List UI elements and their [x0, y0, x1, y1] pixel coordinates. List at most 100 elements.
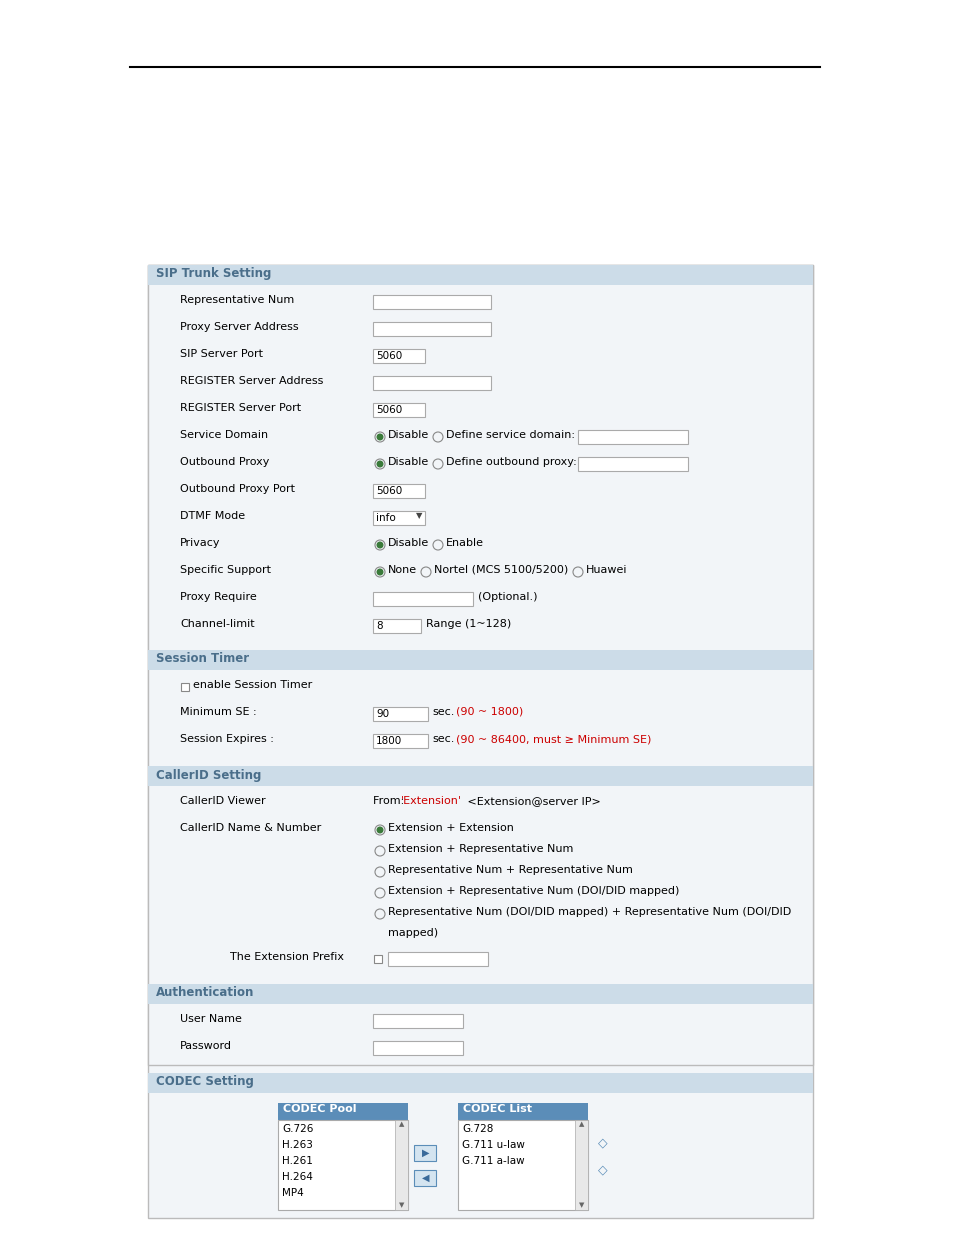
Text: None: None: [388, 564, 416, 576]
Text: Specific Support: Specific Support: [180, 564, 271, 576]
Text: (90 ~ 1800): (90 ~ 1800): [456, 706, 522, 718]
Text: ▼: ▼: [578, 1202, 584, 1208]
Text: Outbound Proxy: Outbound Proxy: [180, 457, 269, 467]
Text: Password: Password: [180, 1041, 232, 1051]
Circle shape: [376, 827, 382, 832]
Text: CallerID Setting: CallerID Setting: [156, 768, 261, 782]
Bar: [181, 683, 189, 692]
Bar: [148, 650, 812, 671]
Bar: [373, 295, 491, 309]
Text: Extension + Extension: Extension + Extension: [388, 823, 514, 832]
Text: Define service domain:: Define service domain:: [446, 430, 575, 440]
Bar: [388, 952, 488, 966]
Text: Representative Num (DOI/DID mapped) + Representative Num (DOI/DID: Representative Num (DOI/DID mapped) + Re…: [388, 906, 790, 918]
Text: ▲: ▲: [399, 1121, 404, 1128]
Text: ▼: ▼: [416, 511, 422, 520]
Text: ◇: ◇: [598, 1136, 607, 1150]
Text: Authentication: Authentication: [156, 987, 254, 999]
Bar: [578, 457, 687, 471]
Text: Service Domain: Service Domain: [180, 430, 268, 440]
Text: Disable: Disable: [388, 457, 429, 467]
Text: 5060: 5060: [375, 405, 402, 415]
Bar: [373, 375, 491, 390]
Text: 5060: 5060: [375, 487, 402, 496]
Bar: [373, 511, 424, 525]
Text: Extension + Representative Num (DOI/DID mapped): Extension + Representative Num (DOI/DID …: [388, 885, 679, 897]
Text: ▶: ▶: [422, 1149, 429, 1158]
Text: Nortel (MCS 5100/5200): Nortel (MCS 5100/5200): [434, 564, 568, 576]
Text: DTMF Mode: DTMF Mode: [180, 511, 245, 521]
Bar: [373, 1014, 462, 1028]
Text: CODEC List: CODEC List: [462, 1104, 532, 1114]
Text: SIP Trunk Setting: SIP Trunk Setting: [156, 268, 271, 280]
Text: sec.: sec.: [432, 706, 454, 718]
Text: Range (1~128): Range (1~128): [426, 619, 511, 629]
Bar: [457, 1120, 587, 1210]
Bar: [277, 1120, 408, 1210]
Bar: [414, 1170, 436, 1186]
Text: G.726: G.726: [282, 1124, 313, 1134]
Bar: [457, 1103, 587, 1120]
Text: 'Extension': 'Extension': [400, 797, 461, 806]
Bar: [148, 266, 812, 285]
Bar: [575, 1120, 587, 1210]
Text: G.711 a-law: G.711 a-law: [461, 1156, 524, 1166]
Bar: [148, 984, 812, 1004]
Text: G.711 u-law: G.711 u-law: [461, 1140, 524, 1150]
Bar: [373, 350, 424, 363]
Bar: [414, 1145, 436, 1161]
Bar: [373, 1041, 462, 1055]
Text: Huawei: Huawei: [585, 564, 627, 576]
Bar: [148, 766, 812, 785]
Bar: [395, 1120, 408, 1210]
Bar: [148, 266, 812, 1218]
Text: Disable: Disable: [388, 430, 429, 440]
Text: ▲: ▲: [578, 1121, 584, 1128]
Text: Privacy: Privacy: [180, 538, 220, 548]
Text: (Optional.): (Optional.): [477, 592, 537, 601]
Text: Representative Num + Representative Num: Representative Num + Representative Num: [388, 864, 632, 876]
Bar: [374, 955, 381, 963]
Text: <Extension@server IP>: <Extension@server IP>: [463, 797, 600, 806]
Text: ◇: ◇: [598, 1163, 607, 1177]
Bar: [373, 619, 420, 634]
Text: CODEC Setting: CODEC Setting: [156, 1076, 253, 1088]
Bar: [373, 706, 428, 721]
Text: From:: From:: [373, 797, 407, 806]
Text: H.263: H.263: [282, 1140, 313, 1150]
Text: H.264: H.264: [282, 1172, 313, 1182]
Text: The Extension Prefix: The Extension Prefix: [230, 952, 344, 962]
Text: MP4: MP4: [282, 1188, 303, 1198]
Circle shape: [376, 461, 382, 467]
Bar: [277, 1103, 408, 1120]
Text: 90: 90: [375, 709, 389, 719]
Bar: [373, 592, 473, 606]
Text: Session Timer: Session Timer: [156, 652, 249, 666]
Circle shape: [376, 569, 382, 574]
Text: Channel-limit: Channel-limit: [180, 619, 254, 629]
Text: info: info: [375, 513, 395, 522]
Bar: [373, 322, 491, 336]
Text: REGISTER Server Address: REGISTER Server Address: [180, 375, 323, 387]
Text: enable Session Timer: enable Session Timer: [193, 680, 312, 690]
Bar: [578, 430, 687, 445]
Bar: [373, 734, 428, 748]
Text: 8: 8: [375, 621, 382, 631]
Text: Extension + Representative Num: Extension + Representative Num: [388, 844, 573, 853]
Text: Proxy Require: Proxy Require: [180, 592, 256, 601]
Text: Representative Num: Representative Num: [180, 295, 294, 305]
Text: mapped): mapped): [388, 927, 437, 939]
Text: CallerID Name & Number: CallerID Name & Number: [180, 823, 321, 832]
Text: Define outbound proxy:: Define outbound proxy:: [446, 457, 577, 467]
Text: G.728: G.728: [461, 1124, 493, 1134]
Text: Outbound Proxy Port: Outbound Proxy Port: [180, 484, 294, 494]
Text: REGISTER Server Port: REGISTER Server Port: [180, 403, 301, 412]
Circle shape: [376, 435, 382, 440]
Text: 1800: 1800: [375, 736, 402, 746]
Text: Session Expires :: Session Expires :: [180, 734, 274, 743]
Text: ▼: ▼: [399, 1202, 404, 1208]
Text: CODEC Pool: CODEC Pool: [283, 1104, 356, 1114]
Text: CallerID Viewer: CallerID Viewer: [180, 797, 265, 806]
Bar: [148, 266, 812, 1065]
Text: User Name: User Name: [180, 1014, 242, 1024]
